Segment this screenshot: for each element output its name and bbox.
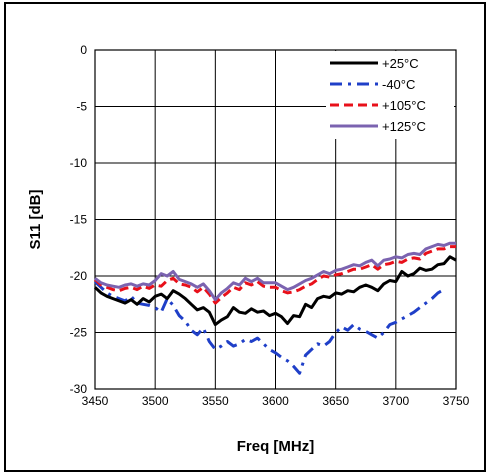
x-tick-label: 3700 bbox=[382, 394, 409, 408]
y-tick-label: -5 bbox=[76, 100, 87, 114]
series-layer bbox=[93, 241, 457, 375]
legend: +25°C -40°C +105°C +125°C bbox=[326, 51, 454, 139]
legend-label: +25°C bbox=[382, 56, 419, 71]
series-line-0 bbox=[93, 255, 457, 327]
series-line-1 bbox=[93, 280, 445, 375]
x-tick-label: 3500 bbox=[142, 394, 169, 408]
legend-label: +125°C bbox=[382, 119, 426, 134]
tick-labels: 3450 3500 3550 3600 3650 3700 3750 0 -5 -10 -15 -20… bbox=[70, 43, 470, 408]
plot-area-border bbox=[94, 49, 457, 390]
y-tick-label: -30 bbox=[70, 382, 88, 396]
series-line-2 bbox=[93, 245, 456, 305]
y-tick-label: 0 bbox=[80, 43, 87, 57]
y-tick-label: -15 bbox=[70, 213, 88, 227]
x-axis-title: Freq [MHz] bbox=[237, 438, 315, 455]
y-tick-label: -10 bbox=[70, 156, 88, 170]
x-tick-label: 3600 bbox=[262, 394, 289, 408]
x-tick-label: 3650 bbox=[322, 394, 349, 408]
x-tick-label: 3550 bbox=[202, 394, 229, 408]
legend-label: +105°C bbox=[382, 98, 426, 113]
y-tick-label: -25 bbox=[70, 326, 88, 340]
legend-background bbox=[326, 51, 454, 139]
legend-label: -40°C bbox=[382, 77, 415, 92]
series-line-3 bbox=[94, 241, 456, 302]
y-axis-title: S11 [dB] bbox=[27, 189, 44, 249]
y-tick-label: -20 bbox=[70, 269, 88, 283]
x-tick-label: 3750 bbox=[443, 394, 470, 408]
x-tick-label: 3450 bbox=[82, 394, 109, 408]
